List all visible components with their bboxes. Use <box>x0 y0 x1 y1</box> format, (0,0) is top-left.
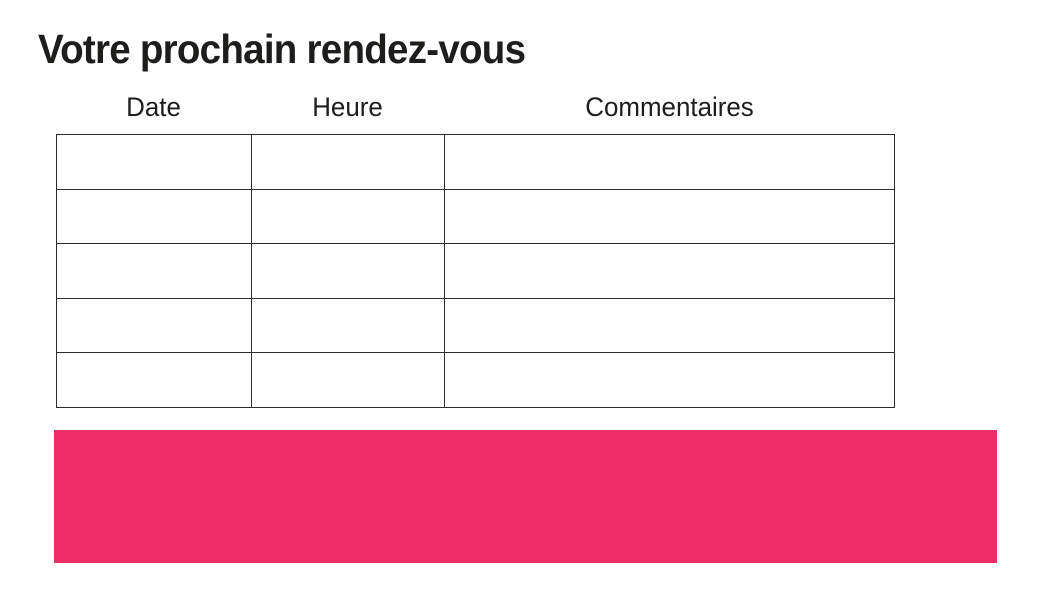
table-cell <box>56 134 252 190</box>
table-cell <box>56 297 252 354</box>
table-cell <box>444 297 895 354</box>
table-cell <box>444 188 895 245</box>
table-cell <box>251 297 445 354</box>
table-cell <box>56 352 252 408</box>
table-cell <box>444 134 895 190</box>
appointments-table <box>56 134 895 408</box>
table-cell <box>56 188 252 245</box>
table-cell <box>251 352 445 408</box>
table-row <box>56 188 895 245</box>
table-cell <box>251 134 445 190</box>
table-cell <box>251 243 445 299</box>
table-row <box>56 352 895 408</box>
table-row <box>56 134 895 190</box>
pink-banner <box>54 430 997 563</box>
column-header-commentaires: Commentaires <box>585 92 754 122</box>
table-cell <box>444 352 895 408</box>
table-row <box>56 243 895 299</box>
table-cell <box>56 243 252 299</box>
appointments-table-body <box>56 134 895 408</box>
table-cell <box>444 243 895 299</box>
table-cell <box>251 188 445 245</box>
table-row <box>56 297 895 354</box>
page-title: Votre prochain rendez-vous <box>38 26 526 72</box>
column-header-date: Date <box>126 92 181 122</box>
column-header-heure: Heure <box>312 92 383 122</box>
